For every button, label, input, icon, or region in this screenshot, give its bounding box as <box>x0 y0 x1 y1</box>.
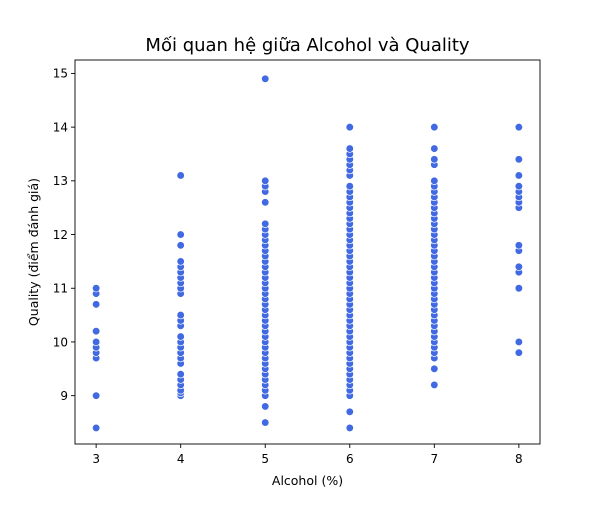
scatter-point <box>514 155 524 164</box>
y-axis-label: Quality (điểm đánh giá) <box>26 178 41 326</box>
scatter-point <box>514 262 524 271</box>
y-tick-label: 13 <box>53 174 68 188</box>
scatter-point <box>345 407 354 416</box>
scatter-point <box>91 284 101 293</box>
scatter-point <box>261 74 270 83</box>
x-axis: 3 4 5 6 7 8 <box>92 444 523 466</box>
scatter-point <box>430 144 439 153</box>
y-tick-label: 12 <box>53 228 68 242</box>
scatter-point <box>345 122 354 132</box>
scatter-point <box>514 182 524 191</box>
chart-title: Mối quan hệ giữa Alcohol và Quality <box>145 35 469 56</box>
x-tick-label: 7 <box>430 452 438 466</box>
scatter-point <box>514 171 524 180</box>
x-tick-label: 6 <box>346 452 354 466</box>
x-tick-label: 8 <box>515 452 523 466</box>
scatter-point <box>430 155 439 164</box>
y-tick-label: 11 <box>53 282 68 296</box>
plot-area-frame <box>74 59 541 445</box>
scatter-point <box>176 332 185 341</box>
scatter-point <box>91 423 101 433</box>
scatter-point <box>514 241 524 250</box>
scatter-point <box>430 122 439 132</box>
scatter-point <box>261 198 270 207</box>
scatter-point <box>514 337 524 347</box>
scatter-point <box>176 171 185 180</box>
scatter-point <box>261 219 270 228</box>
scatter-point <box>91 327 101 336</box>
scatter-point <box>261 418 270 427</box>
scatter-point <box>91 337 101 347</box>
y-tick-label: 10 <box>53 335 68 349</box>
data-points <box>91 74 524 433</box>
scatter-point <box>176 370 185 379</box>
scatter-point <box>345 182 354 191</box>
scatter-point <box>345 423 354 433</box>
x-tick-label: 3 <box>92 452 100 466</box>
scatter-point <box>91 300 101 309</box>
scatter-point <box>91 391 101 400</box>
y-axis: 9 10 11 12 13 14 15 <box>53 67 75 403</box>
y-tick-label: 9 <box>60 389 68 403</box>
scatter-point <box>430 176 439 185</box>
scatter-point <box>176 310 185 320</box>
scatter-point <box>176 241 185 250</box>
scatter-point <box>514 348 524 357</box>
scatter-point <box>514 122 524 132</box>
y-tick-label: 15 <box>53 67 68 81</box>
scatter-point <box>176 230 185 239</box>
x-tick-label: 5 <box>261 452 269 466</box>
x-axis-label: Alcohol (%) <box>272 473 343 488</box>
scatter-point <box>514 284 524 293</box>
scatter-point <box>176 257 185 266</box>
x-tick-label: 4 <box>177 452 185 466</box>
scatter-point <box>430 364 439 373</box>
scatter-point <box>261 176 270 185</box>
scatter-point <box>430 380 439 390</box>
scatter-point <box>261 402 270 411</box>
y-tick-label: 14 <box>53 120 68 134</box>
scatter-point <box>345 144 354 153</box>
